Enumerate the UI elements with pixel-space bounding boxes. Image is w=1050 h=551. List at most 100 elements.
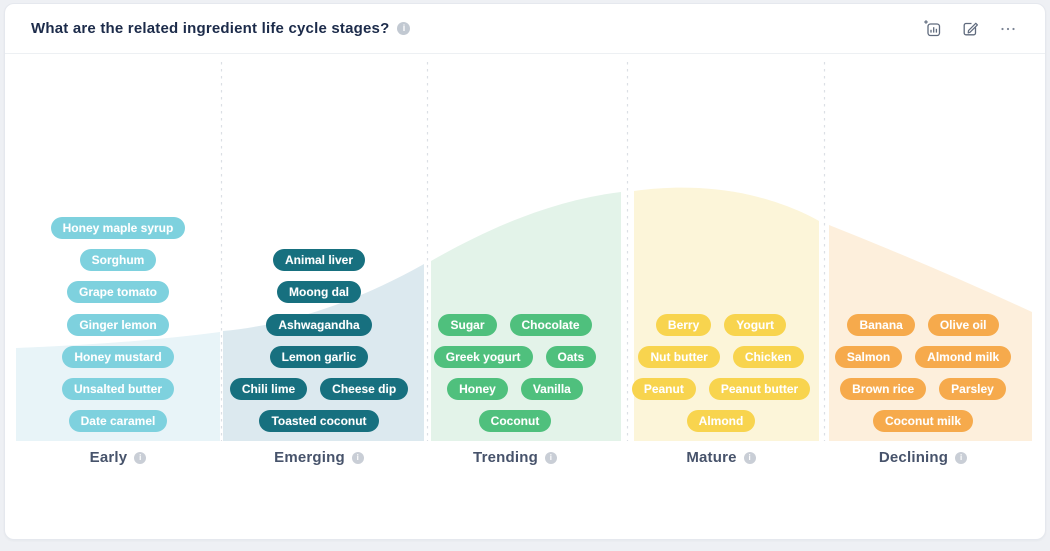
ingredient-pill[interactable]: Chili lime [229, 378, 308, 400]
stage-label-declining: Declining i [821, 449, 1025, 466]
ingredient-pill[interactable]: Sugar [438, 313, 497, 336]
pill-row: Peanut Peanut butter [619, 378, 823, 400]
chart-card: What are the related ingredient life cyc… [4, 3, 1046, 540]
pill-row: Almond [619, 410, 823, 433]
ingredient-pill[interactable]: Chocolate [509, 313, 592, 336]
pill-row: Chili lime Cheese dip [217, 378, 421, 400]
ingredient-pill[interactable]: Ginger lemon [67, 313, 169, 336]
pill-row: Sugar Chocolate [413, 313, 617, 336]
stage-area-mature [634, 187, 819, 441]
stage-divider-lines [220, 62, 826, 441]
ingredient-pill[interactable]: Honey mustard [62, 345, 174, 368]
stage-label-text: Mature [686, 449, 737, 466]
pill-row: Salmon Almond milk [821, 345, 1025, 368]
ingredient-pill[interactable]: Almond milk [915, 345, 1012, 368]
pill-row: Honey Vanilla [413, 378, 617, 400]
ingredient-pill[interactable]: Cheese dip [320, 378, 409, 400]
ingredient-pill[interactable]: Grape tomato [66, 281, 169, 304]
stage-label-text: Declining [878, 449, 949, 466]
ingredient-pill[interactable]: Sorghum [79, 249, 157, 272]
ingredient-pill[interactable]: Banana [847, 313, 915, 336]
pill-row: Lemon garlic [217, 345, 421, 368]
pill-row: Greek yogurt Oats [413, 345, 617, 368]
pill-row: Grape tomato [16, 281, 220, 304]
more-options-button[interactable] [997, 18, 1019, 40]
ingredient-pill[interactable]: Honey maple syrup [50, 217, 186, 239]
ingredient-pill[interactable]: Parsley [939, 378, 1006, 400]
ingredient-pill[interactable]: Nut butter [638, 345, 720, 368]
stage-label-emerging: Emerging i [217, 449, 421, 466]
ingredient-pill[interactable]: Almond [686, 410, 756, 433]
pill-row: Date caramel [16, 410, 220, 433]
pill-row [821, 249, 1025, 271]
stage-label-early: Early i [16, 449, 220, 466]
pill-row: Animal liver [217, 249, 421, 272]
ingredient-pill[interactable]: Peanut [631, 378, 696, 400]
stage-label-mature: Mature i [619, 449, 823, 466]
page-title: What are the related ingredient life cyc… [31, 20, 390, 37]
ingredient-pill[interactable]: Olive oil [927, 313, 999, 336]
ingredient-pill[interactable]: Salmon [834, 345, 903, 368]
pill-row: Sorghum [16, 249, 220, 272]
pill-row [413, 281, 617, 303]
ingredient-pill[interactable]: Greek yogurt [433, 345, 533, 368]
ingredient-pill[interactable]: Moong dal [277, 281, 361, 304]
stage-label-text: Early [89, 449, 128, 466]
stage-label-text: Emerging [274, 449, 345, 466]
ingredient-pill[interactable]: Vanilla [520, 378, 583, 400]
pill-row [619, 217, 823, 239]
pill-row: Berry Yogurt [619, 313, 823, 336]
ingredient-pill[interactable]: Toasted coconut [259, 410, 379, 433]
pill-row: Ashwagandha [217, 313, 421, 336]
ingredient-pill[interactable]: Ashwagandha [266, 313, 372, 336]
stage-column-trending: Sugar Chocolate Greek yogurt Oats Honey Vanil… [413, 54, 617, 484]
pill-row: Honey mustard [16, 345, 220, 368]
edit-icon [963, 22, 978, 36]
pill-row [217, 217, 421, 239]
stage-label-text: Trending [473, 449, 538, 466]
stage-column-emerging: Animal liver Moong dal Ashwagandha Lemon ga… [217, 54, 421, 484]
edit-button[interactable] [959, 18, 981, 40]
title-info-icon[interactable]: i [397, 22, 411, 35]
ingredient-pill[interactable]: Date caramel [68, 410, 168, 433]
ingredient-pill[interactable]: Chicken [732, 345, 804, 368]
ingredient-pill[interactable]: Oats [545, 345, 597, 368]
ingredient-pill[interactable]: Animal liver [272, 249, 366, 272]
ingredient-pill[interactable]: Yogurt [724, 313, 787, 336]
pill-row: Banana Olive oil [821, 313, 1025, 336]
ingredient-pill[interactable]: Coconut milk [872, 410, 973, 433]
stage-info-icon[interactable]: i [351, 451, 364, 464]
card-header: What are the related ingredient life cyc… [5, 4, 1045, 54]
stage-label-trending: Trending i [413, 449, 617, 466]
stage-column-early: Honey maple syrup Sorghum Grape tomato Ging… [16, 54, 220, 484]
stage-column-declining: Banana Olive oil Salmon Almond milk Brown ri… [821, 54, 1025, 484]
stage-column-mature: Berry Yogurt Nut butter Chicken Peanut Peanut… [619, 54, 823, 484]
pill-row: Ginger lemon [16, 313, 220, 336]
pill-row: Moong dal [217, 281, 421, 304]
pill-row [619, 281, 823, 303]
pill-row: Nut butter Chicken [619, 345, 823, 368]
header-toolbar [921, 18, 1019, 40]
add-chart-icon [923, 20, 940, 37]
pill-row [619, 249, 823, 271]
ingredient-pill[interactable]: Berry [655, 313, 712, 336]
ingredient-pill[interactable]: Unsalted butter [61, 378, 174, 400]
ingredient-pill[interactable]: Peanut butter [708, 378, 811, 400]
ingredient-pill[interactable]: Lemon garlic [269, 345, 369, 368]
ingredient-pill[interactable]: Brown rice [840, 378, 927, 400]
pill-row: Honey maple syrup [16, 217, 220, 239]
pill-row: Toasted coconut [217, 410, 421, 433]
stage-info-icon[interactable]: i [955, 451, 968, 464]
stage-info-icon[interactable]: i [544, 451, 557, 464]
more-icon [1001, 27, 1015, 30]
pill-row: Brown rice Parsley [821, 378, 1025, 400]
pill-row [413, 217, 617, 239]
pill-row [821, 217, 1025, 239]
add-chart-button[interactable] [921, 18, 943, 40]
stage-info-icon[interactable]: i [743, 451, 756, 464]
stage-info-icon[interactable]: i [134, 451, 147, 464]
ingredient-pill[interactable]: Coconut [478, 410, 552, 433]
pill-row: Coconut [413, 410, 617, 433]
ingredient-pill[interactable]: Honey [447, 378, 508, 400]
pill-row: Unsalted butter [16, 378, 220, 400]
